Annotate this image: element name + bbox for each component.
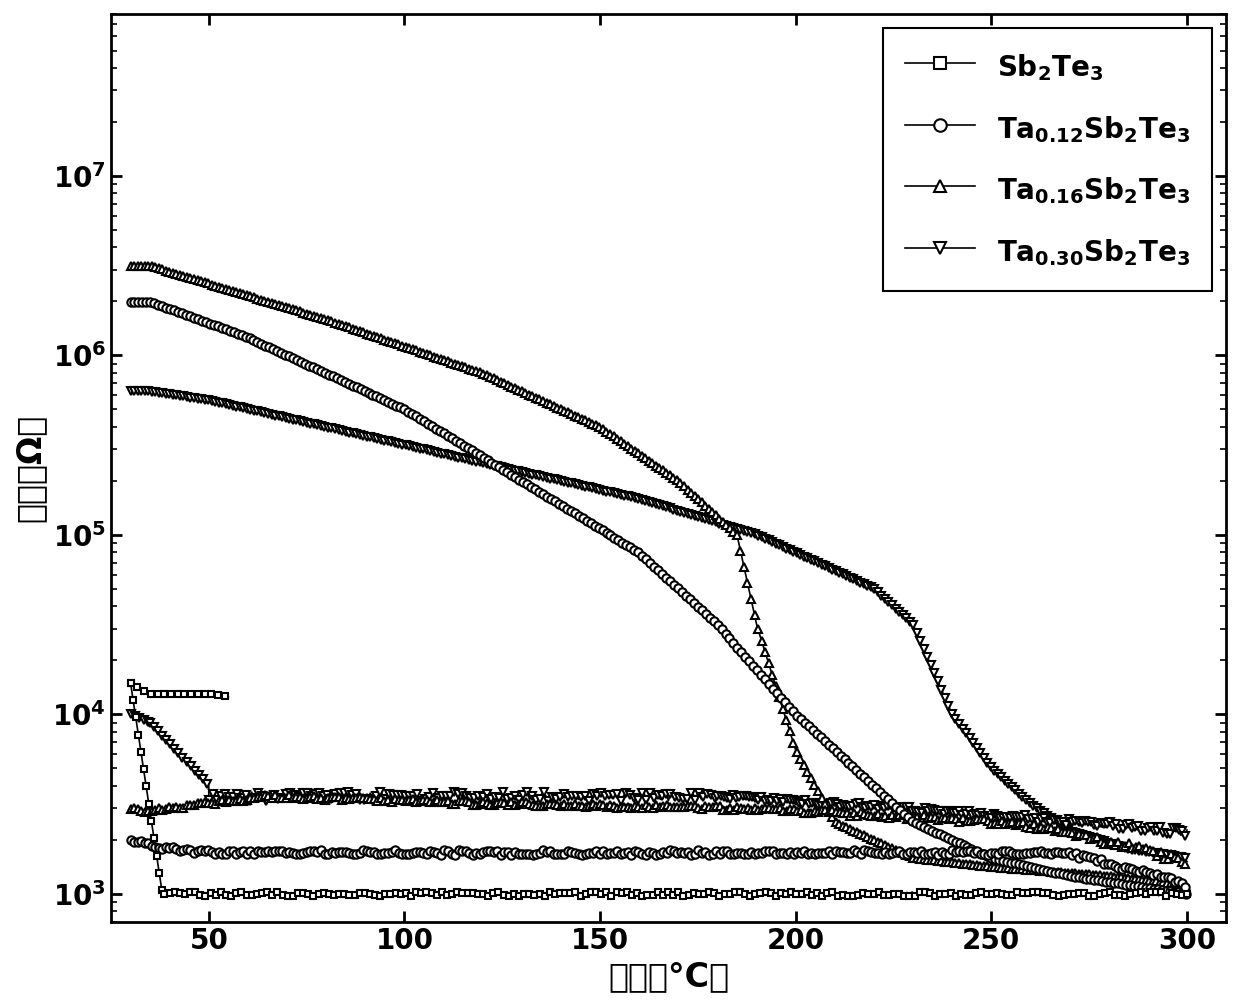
Legend: $\mathbf{Sb_2Te_3}$, $\mathbf{Ta_{0.12}Sb_2Te_3}$, $\mathbf{Ta_{0.16}Sb_2Te_3}$,: $\mathbf{Sb_2Te_3}$, $\mathbf{Ta_{0.12}S… — [883, 28, 1213, 291]
X-axis label: 温度（°C）: 温度（°C） — [608, 960, 729, 993]
Y-axis label: 电阔（Ω）: 电阔（Ω） — [14, 414, 47, 522]
